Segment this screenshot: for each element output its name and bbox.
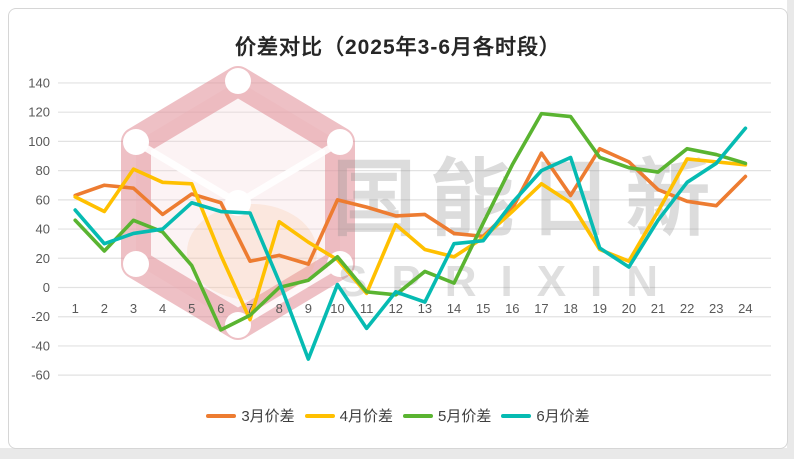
legend-swatch [304,413,335,418]
x-tick-label: 6 [217,301,224,316]
page-bottom-strip [0,448,794,459]
legend-item-6month: 6月价差 [501,405,590,426]
watermark-logo-node [123,129,149,155]
x-tick-label: 19 [592,301,606,316]
page-right-strip [787,0,794,459]
x-tick-label: 20 [622,301,636,316]
legend-item-3month: 3月价差 [206,405,295,426]
chart-card: 价差对比（2025年3-6月各时段） 国能日新 SPRIXIN 140 120 100 8… [8,8,788,449]
chart-title: 价差对比（2025年3-6月各时段） [234,36,562,59]
x-tick-label: 1 [72,301,79,316]
watermark-logo-node [327,129,353,155]
x-tick-label: 4 [159,301,166,316]
y-tick-label: 0 [43,280,50,295]
legend-item-5month: 5月价差 [403,405,491,426]
y-tick-label: -40 [31,338,50,353]
x-tick-label: 14 [447,301,461,316]
x-tick-label: 8 [276,301,283,316]
series-line-5month [73,111,748,332]
y-tick-label: 140 [28,75,50,90]
series-line-4month [73,157,748,322]
x-tick-label: 3 [130,301,137,316]
legend-item-4month: 4月价差 [304,405,393,426]
x-tick-label: 5 [188,301,195,316]
legend-swatch [501,413,532,418]
x-tick-label: 2 [101,301,108,316]
x-tick-label: 22 [680,301,694,316]
gridlines [58,82,771,376]
y-tick-label: 60 [36,192,50,207]
x-tick-label: 15 [476,301,490,316]
x-tick-label: 17 [534,301,548,316]
series-line-6month [73,126,748,361]
y-tick-label: 100 [28,134,50,149]
y-axis-labels: 140 120 100 80 60 40 20 0 -20 -40 -60 [28,75,50,382]
y-tick-label: -20 [31,309,50,324]
watermark-logo-node [225,68,251,94]
x-tick-label: 18 [563,301,577,316]
legend-swatch [403,413,433,418]
x-tick-label: 7 [246,301,253,316]
legend-label: 3月价差 [241,408,295,425]
legend-label: 6月价差 [536,408,590,425]
watermark-logo-node [225,190,251,216]
watermark-logo-glow [187,204,317,300]
x-axis-labels: 1 2 3 4 5 6 7 8 9 10 11 12 13 14 15 16 17 18 19 20 21 22 23 24 [72,301,753,316]
y-tick-label: 80 [36,163,50,178]
y-tick-label: -60 [31,368,50,383]
y-tick-label: 120 [28,105,50,120]
x-tick-label: 12 [389,301,403,316]
series-line-3month [73,146,748,266]
x-tick-label: 13 [418,301,432,316]
legend-swatch [206,413,237,418]
legend-label: 4月价差 [339,408,393,425]
x-tick-label: 24 [738,301,752,316]
x-tick-label: 23 [709,301,723,316]
x-tick-label: 16 [505,301,519,316]
legend-label: 5月价差 [438,408,492,425]
y-tick-label: 20 [36,251,50,266]
watermark-logo-node [123,251,149,277]
y-tick-label: 40 [36,222,50,237]
x-tick-label: 11 [360,301,374,316]
legend: 3月价差 4月价差 5月价差 6月价差 [9,405,787,426]
x-tick-label: 10 [330,301,344,316]
x-tick-label: 21 [651,301,665,316]
x-tick-label: 9 [305,301,312,316]
